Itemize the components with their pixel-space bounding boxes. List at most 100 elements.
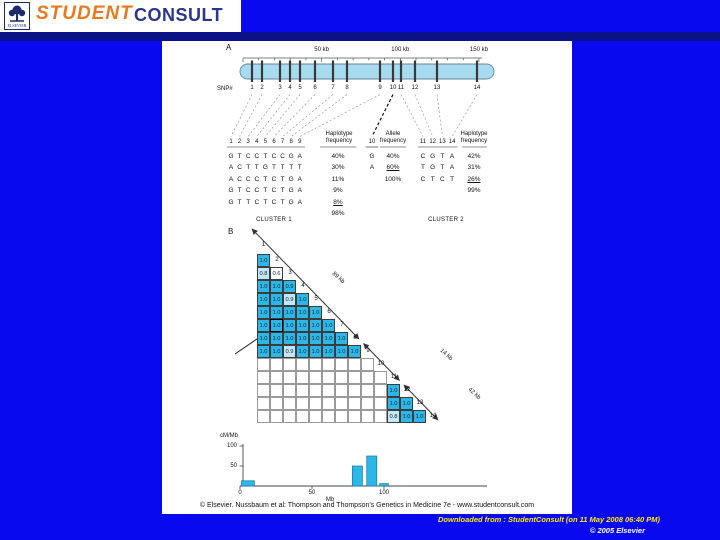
ld-cell: 1.0 bbox=[296, 345, 309, 358]
haplotype-allele: C bbox=[271, 175, 277, 183]
ld-cell bbox=[283, 384, 296, 397]
ld-cell: 1.0 bbox=[296, 293, 309, 306]
snp-number: 6 bbox=[313, 85, 317, 91]
haplotype-column-header: 11 bbox=[419, 138, 427, 145]
ld-cell bbox=[283, 371, 296, 384]
ld-cell bbox=[374, 384, 387, 397]
chart-x-tick-label: 50 bbox=[308, 489, 316, 496]
snp-connector-line bbox=[247, 94, 281, 137]
ld-cell: 1.0 bbox=[309, 345, 322, 358]
ld-cell: 1.0 bbox=[283, 319, 296, 332]
snp-number: 10 bbox=[389, 85, 397, 91]
cluster1-frequency-header: Haplotype frequency bbox=[325, 131, 353, 144]
haplotype-column-header: 5 bbox=[263, 138, 268, 145]
chart-y-axis-label: cM/Mb bbox=[220, 433, 238, 439]
snp-number: 9 bbox=[378, 85, 382, 91]
ld-cell bbox=[322, 397, 335, 410]
ld-snp-label: 11 bbox=[390, 374, 398, 380]
ld-cell: 1.0 bbox=[257, 319, 270, 332]
snp-number: 4 bbox=[288, 85, 292, 91]
haplotype-allele: T bbox=[297, 164, 302, 171]
ld-block-span-arrow bbox=[251, 228, 360, 340]
snp-marker bbox=[331, 60, 335, 82]
ld-cell: 1.0 bbox=[413, 410, 426, 423]
haplotype-allele: T bbox=[237, 152, 242, 160]
haplotype-allele: C bbox=[280, 152, 285, 160]
elsevier-logo: ELSEVIER bbox=[4, 2, 30, 30]
ld-cell bbox=[270, 384, 283, 397]
ld-cell bbox=[322, 410, 335, 423]
cluster2-caption: CLUSTER 2 bbox=[428, 216, 464, 223]
snp-marker bbox=[278, 60, 282, 82]
ld-cell bbox=[322, 358, 335, 371]
haplotype-frequency-value: 40% bbox=[331, 152, 345, 160]
chart-x-tick-label: 100 bbox=[378, 489, 389, 496]
ld-snp-label: 5 bbox=[314, 296, 318, 302]
haplotype-total-frequency: 99% bbox=[467, 187, 481, 194]
allele10-column-header: 10 bbox=[368, 138, 376, 145]
haplotype-allele: T bbox=[237, 198, 242, 206]
haplotype-frequency-value: 8% bbox=[333, 198, 343, 206]
ld-cell bbox=[361, 371, 374, 384]
ld-cell bbox=[322, 384, 335, 397]
ld-cell: 1.0 bbox=[257, 332, 270, 345]
ld-cell: 0.8 bbox=[257, 267, 270, 280]
haplotype-column-header: 1 bbox=[229, 138, 233, 145]
ld-cell: 1.0 bbox=[400, 410, 413, 423]
snp-axis-label: SNP# bbox=[217, 85, 233, 92]
haplotype-frequency-value: 11% bbox=[331, 175, 345, 183]
haplotype-allele: T bbox=[246, 198, 251, 206]
ld-cell: 1.0 bbox=[296, 319, 309, 332]
haplotype-column-header: 14 bbox=[448, 138, 456, 145]
snp-connector-line bbox=[265, 94, 301, 137]
snp-marker bbox=[298, 60, 302, 82]
figure-credit-line: © Elsevier. Nussbaum et al: Thompson and… bbox=[199, 502, 535, 509]
ld-block-span-arrow bbox=[403, 384, 439, 421]
snp-marker bbox=[250, 60, 254, 82]
ld-snp-label: 3 bbox=[288, 270, 292, 276]
ruler-label: 100 kb bbox=[391, 47, 410, 53]
haplotype-allele: T bbox=[440, 152, 445, 160]
ld-cell: 1.0 bbox=[257, 345, 270, 358]
ld-cell: 1.0 bbox=[309, 306, 322, 319]
haplotype-allele: A bbox=[297, 187, 302, 194]
chromosome-bar bbox=[239, 63, 495, 80]
downloaded-from-note: Downloaded from : StudentConsult (on 11 … bbox=[438, 515, 660, 524]
snp-connector-line bbox=[273, 94, 316, 137]
haplotype-column-header: 9 bbox=[298, 138, 302, 145]
snp-marker bbox=[399, 60, 403, 82]
ld-cell bbox=[283, 358, 296, 371]
ld-snp-label: 9 bbox=[366, 348, 370, 354]
ld-cell: 1.0 bbox=[270, 319, 283, 332]
snp-number: 1 bbox=[250, 85, 254, 91]
haplotype-allele: G bbox=[288, 152, 294, 160]
ld-cell bbox=[374, 397, 387, 410]
ld-cell bbox=[270, 397, 283, 410]
haplotype-allele: G bbox=[228, 198, 234, 206]
haplotype-frequency-value: 9% bbox=[333, 187, 343, 194]
haplotype-total-frequency: 98% bbox=[331, 209, 345, 217]
ld-cell bbox=[374, 410, 387, 423]
chart-bar bbox=[366, 455, 378, 487]
snp-number: 3 bbox=[278, 85, 282, 91]
chart-x-tick-label: 0 bbox=[238, 489, 242, 496]
ld-cell bbox=[270, 358, 283, 371]
haplotype-frequency-value: 40% bbox=[386, 152, 400, 160]
haplotype-allele: G bbox=[430, 152, 436, 160]
ld-cell bbox=[296, 397, 309, 410]
cluster2-frequency-header: Haplotype frequency bbox=[460, 131, 488, 144]
ld-cell: 1.0 bbox=[270, 332, 283, 345]
haplotype-allele: C bbox=[440, 175, 445, 183]
haplotype-frequency-value: 31% bbox=[467, 164, 481, 171]
ld-cell bbox=[335, 371, 348, 384]
allele-total-frequency: 100% bbox=[384, 175, 402, 183]
ld-cell: 1.0 bbox=[283, 306, 296, 319]
haplotype-allele: C bbox=[254, 187, 260, 194]
haplotype-column-header: 12 bbox=[429, 138, 437, 145]
ld-cell bbox=[348, 410, 361, 423]
ld-cell: 1.0 bbox=[322, 319, 335, 332]
ld-cell bbox=[309, 371, 322, 384]
ld-snp-label: 12 bbox=[403, 387, 411, 393]
haplotype-column-header: 2 bbox=[237, 138, 242, 145]
ld-first-snp-label: 1 bbox=[261, 241, 266, 248]
